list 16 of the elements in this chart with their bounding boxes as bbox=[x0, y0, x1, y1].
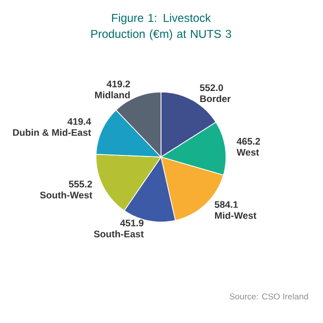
chart-title: Figure 1: Livestock Production (€m) at NUTS 3 bbox=[91, 14, 232, 40]
data-label: 419.2 bbox=[106, 80, 130, 88]
slice-label: West bbox=[236, 149, 260, 156]
data-label: 451.9 bbox=[120, 220, 144, 226]
data-label: 419.4 bbox=[68, 118, 92, 125]
slice-label: South-East bbox=[94, 230, 144, 238]
data-label: 584.1 bbox=[214, 201, 238, 208]
data-label: 555.2 bbox=[68, 180, 92, 188]
slice-label: Midland bbox=[95, 91, 130, 98]
source-note: Source: CSO Ireland bbox=[230, 293, 308, 300]
slice-label: Mid-West bbox=[215, 212, 256, 219]
data-label: 552.0 bbox=[200, 84, 223, 92]
slice-label: Dubin & Mid-East bbox=[13, 128, 92, 136]
slice-label: South-West bbox=[40, 191, 92, 198]
data-label: 465.2 bbox=[236, 138, 260, 145]
slice-label: Border bbox=[200, 95, 231, 102]
